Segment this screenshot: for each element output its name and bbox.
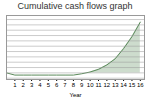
svg-text:4: 4 [38,82,42,88]
svg-text:2: 2 [22,82,26,88]
svg-text:6: 6 [55,82,59,88]
svg-text:12: 12 [104,82,111,88]
svg-text:11: 11 [95,82,102,88]
svg-text:1: 1 [13,82,17,88]
svg-text:16: 16 [137,82,144,88]
svg-text:13: 13 [112,82,119,88]
svg-text:3: 3 [30,82,34,88]
svg-text:7: 7 [63,82,67,88]
svg-text:14: 14 [120,82,127,88]
svg-text:5: 5 [47,82,51,88]
svg-text:15: 15 [129,82,136,88]
svg-text:9: 9 [80,82,84,88]
html-text:Cumulative cash flows graph: Cumulative cash flows graph [17,1,133,11]
svg-text:8: 8 [72,82,76,88]
svg-text:10: 10 [87,82,94,88]
svg-text:Year: Year [69,92,81,98]
